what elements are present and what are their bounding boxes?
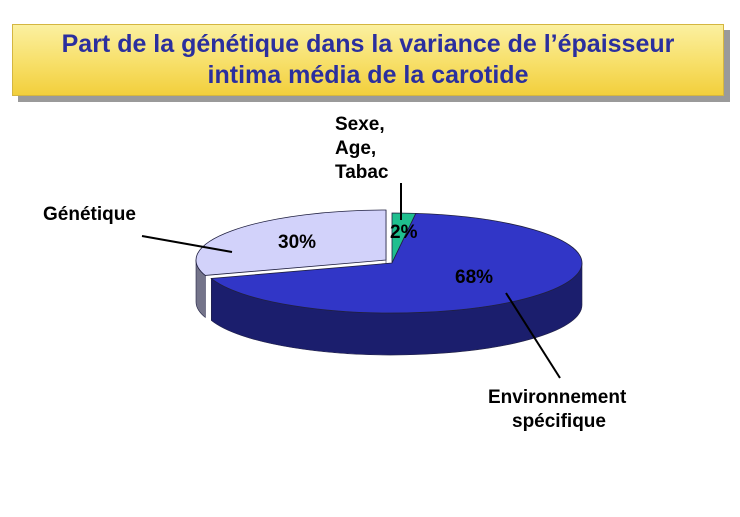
data-label-2: 30%	[278, 232, 316, 253]
chart-title-line-1: Part de la génétique dans la variance de…	[61, 30, 675, 58]
leader-line-1	[505, 292, 561, 379]
pie-slice-2	[195, 209, 387, 276]
slice-label-1-1: spécifique	[512, 411, 606, 432]
chart-title: Part de la génétique dans la variance de…	[12, 24, 724, 96]
slice-label-2-0: Génétique	[43, 204, 136, 225]
chart-title-line-2: intima média de la carotide	[207, 61, 529, 89]
pie-slice-1	[210, 212, 583, 314]
data-label-0: 2%	[390, 222, 418, 243]
leader-line-2	[141, 235, 233, 253]
data-label-1: 68%	[455, 267, 493, 288]
slice-label-0-2: Tabac	[335, 162, 389, 183]
slice-label-0-0: Sexe,	[335, 114, 385, 135]
slice-label-1-0: Environnement	[488, 387, 627, 408]
slice-label-0-1: Age,	[335, 138, 376, 159]
